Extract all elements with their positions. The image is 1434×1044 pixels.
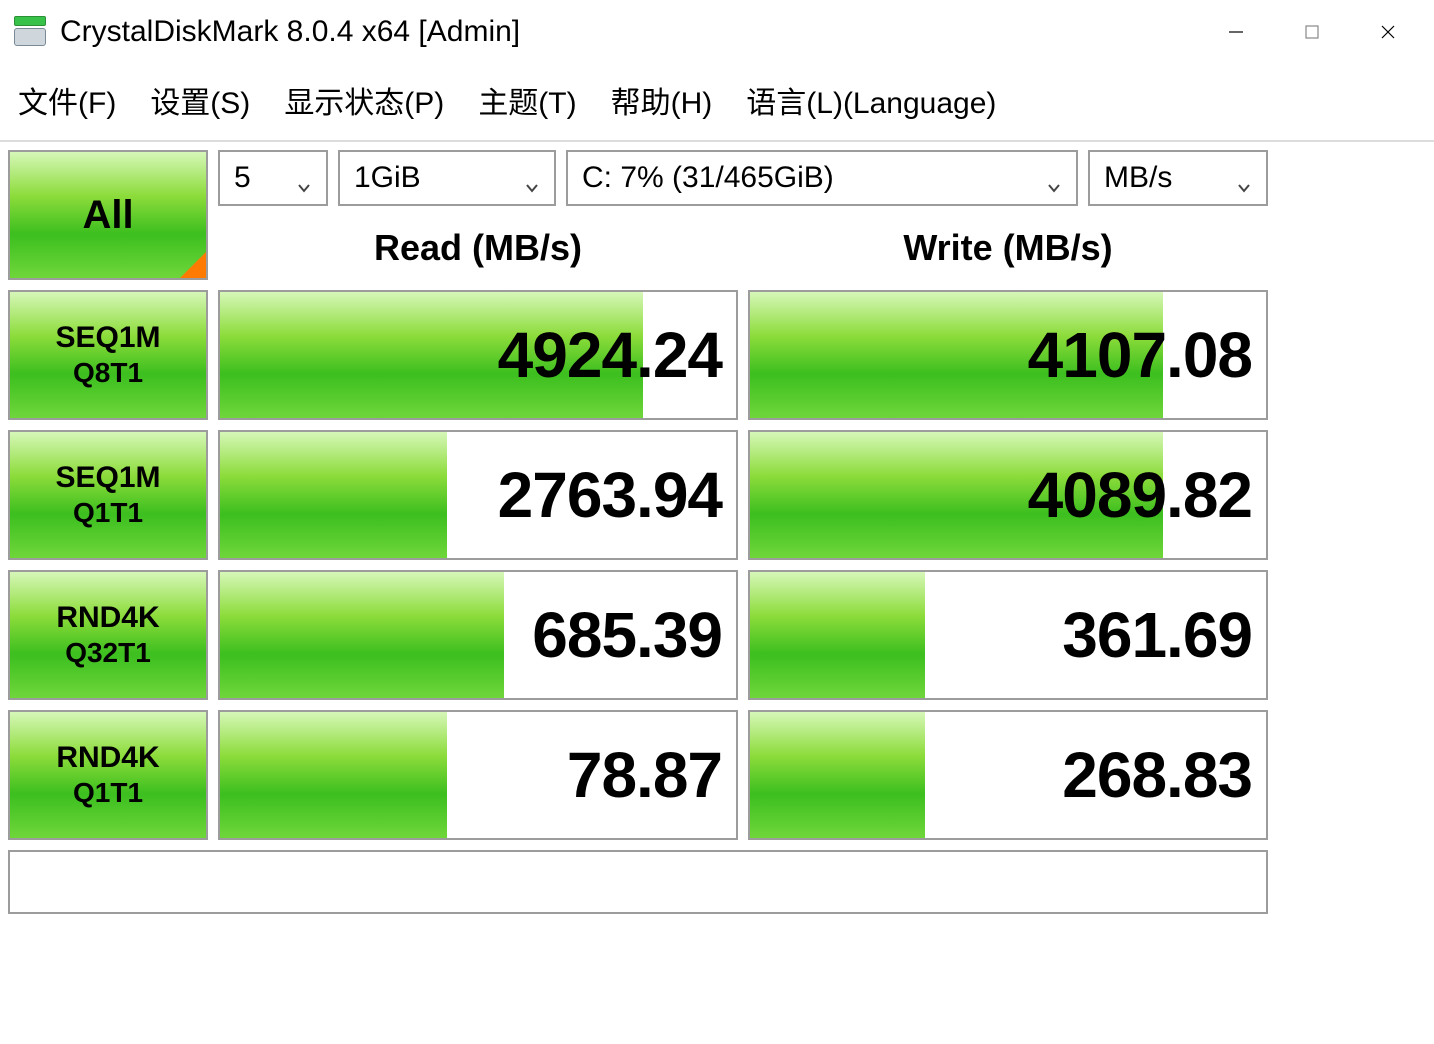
chevron-down-icon: [524, 170, 540, 186]
minimize-button[interactable]: [1198, 8, 1274, 56]
menu-help[interactable]: 帮助(H): [611, 78, 713, 122]
write-value-2: 361.69: [1062, 598, 1252, 672]
read-cell-0: 4924.24: [218, 290, 738, 420]
runs-value: 5: [234, 161, 251, 195]
row-label-2: Q8T1: [73, 357, 143, 389]
write-column-header: Write (MB/s): [748, 217, 1268, 279]
row-label-2: Q1T1: [73, 777, 143, 809]
read-column-header: Read (MB/s): [218, 217, 738, 279]
main-panel: All 5 1GiB C: 7% (31/465GiB) MB/s Read (…: [0, 142, 1434, 922]
write-value-3: 268.83: [1062, 738, 1252, 812]
write-cell-1: 4089.82: [748, 430, 1268, 560]
write-fill-2: [750, 572, 925, 698]
menu-theme[interactable]: 主题(T): [478, 78, 576, 122]
menu-settings[interactable]: 设置(S): [150, 78, 250, 122]
read-fill-1: [220, 432, 447, 558]
read-cell-1: 2763.94: [218, 430, 738, 560]
read-cell-3: 78.87: [218, 710, 738, 840]
run-rnd4k-q1t1-button[interactable]: RND4K Q1T1: [8, 710, 208, 840]
row-label-1: RND4K: [56, 601, 159, 635]
status-bar: [8, 850, 1268, 914]
test-size-select[interactable]: 1GiB: [338, 150, 556, 206]
runs-select[interactable]: 5: [218, 150, 328, 206]
read-value-0: 4924.24: [498, 318, 722, 392]
run-seq1m-q1t1-button[interactable]: SEQ1M Q1T1: [8, 430, 208, 560]
row-label-1: SEQ1M: [55, 461, 160, 495]
benchmark-grid: All 5 1GiB C: 7% (31/465GiB) MB/s Read (…: [8, 150, 1426, 914]
menu-display[interactable]: 显示状态(P): [284, 78, 444, 122]
drive-value: C: 7% (31/465GiB): [582, 161, 834, 195]
unit-value: MB/s: [1104, 161, 1172, 195]
window-controls: [1198, 8, 1426, 56]
menu-file[interactable]: 文件(F): [18, 78, 116, 122]
selectors-row: 5 1GiB C: 7% (31/465GiB) MB/s: [218, 150, 1268, 207]
row-label-1: RND4K: [56, 741, 159, 775]
write-value-0: 4107.08: [1028, 318, 1252, 392]
maximize-button[interactable]: [1274, 8, 1350, 56]
run-seq1m-q8t1-button[interactable]: SEQ1M Q8T1: [8, 290, 208, 420]
run-rnd4k-q32t1-button[interactable]: RND4K Q32T1: [8, 570, 208, 700]
write-fill-3: [750, 712, 925, 838]
row-label-1: SEQ1M: [55, 321, 160, 355]
chevron-down-icon: [1236, 170, 1252, 186]
titlebar: CrystalDiskMark 8.0.4 x64 [Admin]: [0, 0, 1434, 64]
read-cell-2: 685.39: [218, 570, 738, 700]
write-cell-2: 361.69: [748, 570, 1268, 700]
app-icon: [14, 16, 46, 48]
menubar: 文件(F) 设置(S) 显示状态(P) 主题(T) 帮助(H) 语言(L)(La…: [0, 64, 1434, 142]
read-value-2: 685.39: [532, 598, 722, 672]
test-size-value: 1GiB: [354, 161, 421, 195]
run-all-label: All: [82, 193, 133, 238]
write-cell-0: 4107.08: [748, 290, 1268, 420]
read-value-1: 2763.94: [498, 458, 722, 532]
read-fill-3: [220, 712, 447, 838]
row-label-2: Q1T1: [73, 497, 143, 529]
close-button[interactable]: [1350, 8, 1426, 56]
read-fill-2: [220, 572, 504, 698]
menu-language[interactable]: 语言(L)(Language): [746, 78, 996, 122]
run-all-button[interactable]: All: [8, 150, 208, 280]
chevron-down-icon: [296, 170, 312, 186]
read-value-3: 78.87: [567, 738, 722, 812]
write-cell-3: 268.83: [748, 710, 1268, 840]
unit-select[interactable]: MB/s: [1088, 150, 1268, 206]
row-label-2: Q32T1: [65, 637, 151, 669]
window-title: CrystalDiskMark 8.0.4 x64 [Admin]: [60, 15, 1198, 49]
write-value-1: 4089.82: [1028, 458, 1252, 532]
chevron-down-icon: [1046, 170, 1062, 186]
drive-select[interactable]: C: 7% (31/465GiB): [566, 150, 1078, 206]
